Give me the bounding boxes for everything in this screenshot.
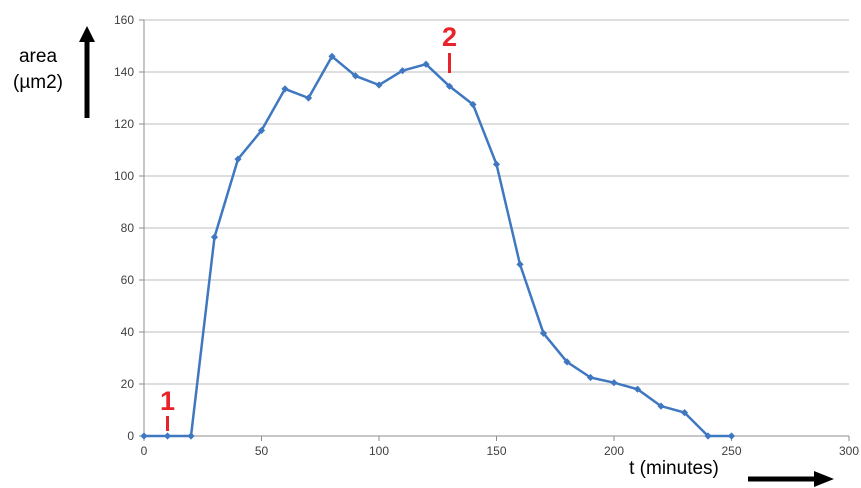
y-axis-title: area (µm2) [13,26,95,118]
data-point-7 [304,94,313,102]
data-point-11 [398,67,407,75]
x-tick-label-100: 100 [369,444,389,458]
data-point-9 [351,72,360,80]
y-tick-label-20: 20 [121,377,135,391]
data-point-13 [445,82,454,90]
annotation-label-1: 1 [160,386,175,416]
data-point-2 [187,432,195,440]
tick-labels: 0 20 40 60 80 100 120 140 160 0 50 100 150 200 250 300 [114,13,859,458]
data-point-10 [375,81,383,89]
data-point-15 [492,160,501,168]
data-point-22 [657,402,665,410]
x-tick-label-300: 300 [839,444,859,458]
x-axis-title: t (minutes) [629,458,834,487]
annotations: 12 [160,22,457,431]
data-point-17 [539,329,548,337]
data-point-19 [586,373,595,382]
y-tick-label-80: 80 [121,221,135,235]
y-tick-label-100: 100 [114,169,134,183]
data-point-25 [727,432,736,440]
axes [139,19,850,441]
y-tick-label-140: 140 [114,65,134,79]
y-tick-label-160: 160 [114,13,134,27]
data-point-6 [281,85,289,93]
data-point-5 [257,126,266,135]
right-arrow-icon [748,471,834,487]
x-tick-label-0: 0 [141,444,148,458]
up-arrow-icon [79,26,95,118]
data-point-14 [469,100,477,109]
data-point-4 [234,155,242,163]
y-axis-title-line2: (µm2) [13,72,63,93]
y-axis-title-line1: area [19,46,57,67]
y-tick-label-120: 120 [114,117,134,131]
data-point-21 [633,385,642,393]
x-axis-title-text: t (minutes) [629,458,719,479]
series-line-0 [144,55,732,438]
y-tick-label-60: 60 [121,273,135,287]
x-tick-label-200: 200 [604,444,624,458]
data-point-3 [210,233,219,241]
x-tick-label-50: 50 [255,444,269,458]
data-point-0 [140,432,148,440]
y-tick-label-40: 40 [121,325,135,339]
series-layer [140,52,736,440]
data-point-20 [610,379,618,387]
data-point-12 [422,60,430,68]
data-point-24 [704,432,712,440]
x-tick-label-250: 250 [721,444,741,458]
data-point-23 [680,409,689,417]
data-point-16 [516,260,524,268]
annotation-label-2: 2 [442,22,457,52]
data-point-8 [328,52,336,60]
y-tick-label-0: 0 [127,429,134,443]
x-tick-label-150: 150 [486,444,506,458]
data-point-1 [163,432,172,440]
gridlines [144,19,849,385]
data-point-18 [563,358,571,366]
